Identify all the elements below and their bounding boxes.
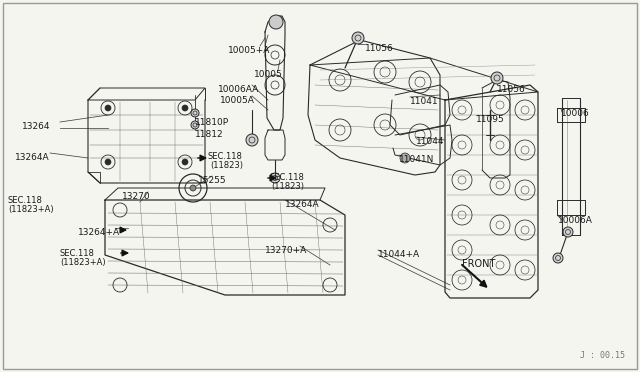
Text: 11095: 11095 bbox=[476, 115, 505, 124]
Text: 13264A: 13264A bbox=[285, 200, 319, 209]
Circle shape bbox=[553, 253, 563, 263]
Text: J : 00.15: J : 00.15 bbox=[580, 351, 625, 360]
Text: 15255: 15255 bbox=[198, 176, 227, 185]
Circle shape bbox=[269, 15, 283, 29]
Text: 13264A: 13264A bbox=[15, 153, 50, 162]
Circle shape bbox=[191, 121, 199, 129]
Text: SEC.118: SEC.118 bbox=[60, 249, 95, 258]
Text: 10005: 10005 bbox=[254, 70, 283, 79]
Circle shape bbox=[190, 185, 196, 191]
Circle shape bbox=[491, 72, 503, 84]
Text: 11044: 11044 bbox=[416, 137, 445, 146]
Text: 13270: 13270 bbox=[122, 192, 150, 201]
Circle shape bbox=[105, 159, 111, 165]
Text: 11056: 11056 bbox=[497, 85, 525, 94]
Text: 10006AA: 10006AA bbox=[218, 85, 259, 94]
Text: (11823+A): (11823+A) bbox=[8, 205, 54, 214]
Text: 13270+A: 13270+A bbox=[265, 246, 307, 255]
Text: 11041: 11041 bbox=[410, 97, 438, 106]
Circle shape bbox=[182, 105, 188, 111]
Text: 11810P: 11810P bbox=[195, 118, 229, 127]
Text: (11823+A): (11823+A) bbox=[60, 258, 106, 267]
Text: 10006A: 10006A bbox=[558, 216, 593, 225]
Text: 13264: 13264 bbox=[22, 122, 51, 131]
Text: 11812: 11812 bbox=[195, 130, 223, 139]
Circle shape bbox=[182, 159, 188, 165]
Circle shape bbox=[352, 32, 364, 44]
Text: SEC.118: SEC.118 bbox=[269, 173, 304, 182]
Text: (11823): (11823) bbox=[210, 161, 243, 170]
Text: 13264+A: 13264+A bbox=[78, 228, 120, 237]
Text: 11044+A: 11044+A bbox=[378, 250, 420, 259]
Text: 11041N: 11041N bbox=[399, 155, 435, 164]
Text: 11056: 11056 bbox=[365, 44, 394, 53]
Circle shape bbox=[105, 105, 111, 111]
Text: FRONT: FRONT bbox=[462, 259, 495, 269]
Text: SEC.118: SEC.118 bbox=[8, 196, 43, 205]
Text: 10005A: 10005A bbox=[220, 96, 255, 105]
Circle shape bbox=[563, 227, 573, 237]
Text: 10005+A: 10005+A bbox=[228, 46, 270, 55]
Circle shape bbox=[191, 109, 199, 117]
Text: SEC.118: SEC.118 bbox=[208, 152, 243, 161]
Text: 10006: 10006 bbox=[561, 109, 589, 118]
Circle shape bbox=[400, 153, 410, 163]
Text: (11823): (11823) bbox=[271, 182, 304, 191]
Circle shape bbox=[246, 134, 258, 146]
Circle shape bbox=[270, 173, 280, 183]
